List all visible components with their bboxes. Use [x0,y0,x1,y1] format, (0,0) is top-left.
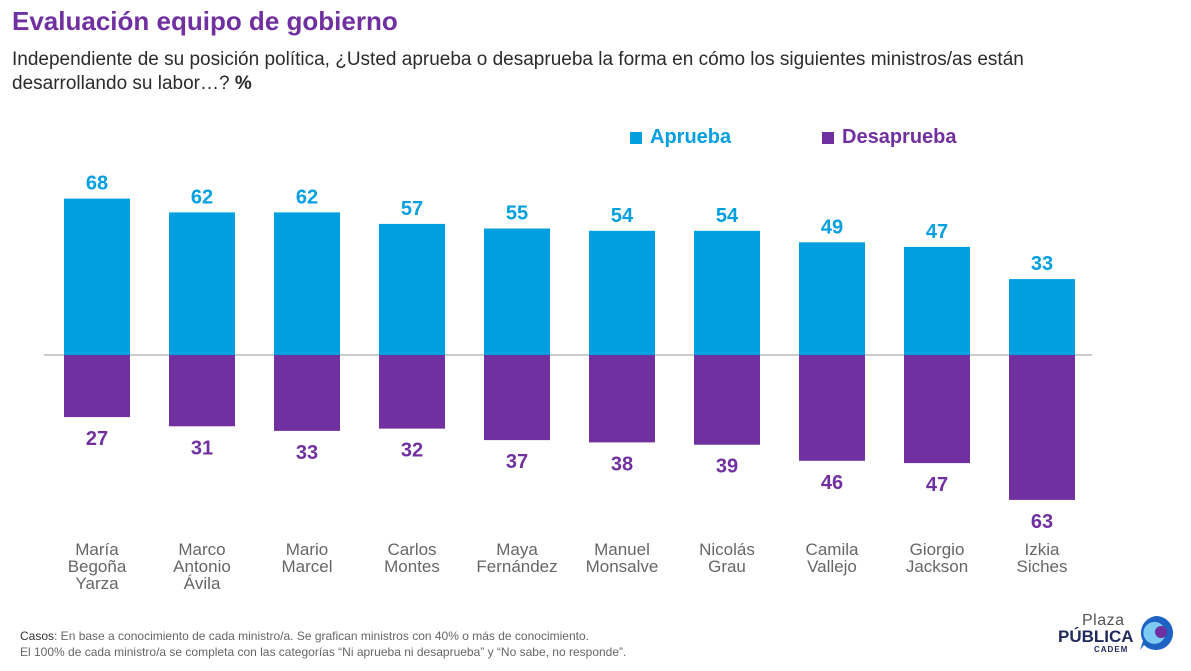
category-label-line: Grau [708,557,746,576]
bar-desaprueba [904,355,970,464]
bar-chart: 68 27 María Begoña Yarza 62 31 Marco Antonio Ávil… [44,173,1092,593]
category-label-line: Izkia [1025,540,1061,559]
data-label-desaprueba: 33 [296,442,318,464]
bar-desaprueba [169,355,235,427]
category-label-line: Monsalve [586,557,659,576]
category-label-line: Giorgio [910,540,965,559]
data-label-aprueba: 62 [296,186,318,208]
data-label-aprueba: 33 [1031,253,1053,275]
bar-desaprueba [694,355,760,445]
category-label: Mario Marcel [281,540,332,576]
bar-desaprueba [484,355,550,441]
data-label-desaprueba: 37 [506,451,528,473]
data-label-aprueba: 47 [926,221,948,243]
category-label: María Begoña Yarza [68,540,127,593]
page-title: Evaluación equipo de gobierno [12,6,398,36]
bar-aprueba [694,230,760,355]
footer-notes: Casos: En base a conocimiento de cada mi… [20,628,626,660]
category-label: Marco Antonio Ávila [173,540,231,593]
legend-label-aprueba: Aprueba [650,126,732,148]
bar-aprueba [904,246,970,355]
bar-aprueba [799,242,865,355]
category-label-line: Carlos [387,540,436,559]
category-label-line: Manuel [594,540,650,559]
speech-bubble-icon [1140,615,1174,650]
category-label: Camila Vallejo [806,540,859,576]
category-label-line: Montes [384,557,440,576]
footer-casos: Casos: En base a conocimiento de cada mi… [20,628,626,644]
bar-aprueba [274,212,340,355]
data-label-desaprueba: 63 [1031,511,1053,533]
logo-plaza: Plaza [1082,612,1125,629]
category-label-line: Fernández [476,557,557,576]
logo-cadem: CADEM [1094,645,1129,654]
legend-swatch-aprueba [630,131,642,144]
legend-desaprueba: Desaprueba [822,126,957,149]
data-label-desaprueba: 31 [191,437,213,459]
bar-aprueba [1009,279,1075,355]
legend-label-desaprueba: Desaprueba [842,126,957,148]
category-label-line: Begoña [68,557,127,576]
category-label-line: Maya [496,540,538,559]
category-label: Manuel Monsalve [586,540,659,576]
category-label-line: Marco [178,540,225,559]
bar-aprueba [589,230,655,355]
bar-desaprueba [379,355,445,429]
category-label: Nicolás Grau [699,540,755,576]
data-label-desaprueba: 32 [401,440,423,462]
category-label-line: Yarza [75,574,119,593]
logo-publica: PÚBLICA [1058,627,1134,646]
data-label-desaprueba: 39 [716,456,738,478]
subtitle-question: Independiente de su posición política, ¿… [12,49,1024,94]
data-label-desaprueba: 47 [926,474,948,496]
data-label-aprueba: 57 [401,198,423,220]
bar-desaprueba [589,355,655,443]
data-label-desaprueba: 27 [86,428,108,450]
category-label-line: Antonio [173,557,231,576]
bar-desaprueba [1009,355,1075,500]
data-label-aprueba: 68 [86,173,108,195]
bar-desaprueba [274,355,340,431]
bar-aprueba [169,212,235,355]
casos-label: Casos [20,629,55,643]
category-label-line: Vallejo [807,557,857,576]
legend-swatch-desaprueba [822,131,834,144]
category-label: Giorgio Jackson [906,540,968,576]
data-label-aprueba: 54 [611,205,634,227]
data-label-aprueba: 54 [716,205,739,227]
data-label-aprueba: 49 [821,216,843,238]
bar-aprueba [64,198,130,355]
bar-desaprueba [799,355,865,461]
data-label-desaprueba: 38 [611,453,633,475]
category-label: Carlos Montes [384,540,440,576]
data-label-aprueba: 62 [191,186,213,208]
bar-aprueba [379,223,445,355]
unit-label: % [234,73,252,94]
footer-note: El 100% de cada ministro/a se completa c… [20,645,627,659]
plaza-publica-logo: Plaza PÚBLICA CADEM [1058,612,1180,656]
category-label-line: Siches [1016,557,1067,576]
category-label-line: Ávila [184,574,221,593]
data-label-desaprueba: 46 [821,472,843,494]
category-label: Maya Fernández [476,540,557,576]
data-label-aprueba: 55 [506,203,528,225]
category-label-line: Marcel [281,557,332,576]
category-label-line: María [75,540,119,559]
category-label: Izkia Siches [1016,540,1067,576]
category-label-line: Jackson [906,557,968,576]
casos-text: : En base a conocimiento de cada ministr… [54,629,589,643]
category-label-line: Mario [286,540,329,559]
bar-aprueba [484,228,550,355]
bar-desaprueba [64,355,130,418]
legend-aprueba: Aprueba [630,126,731,149]
category-label-line: Camila [806,540,859,559]
chart-subtitle: Independiente de su posición política, ¿… [12,48,1112,96]
category-label-line: Nicolás [699,540,755,559]
